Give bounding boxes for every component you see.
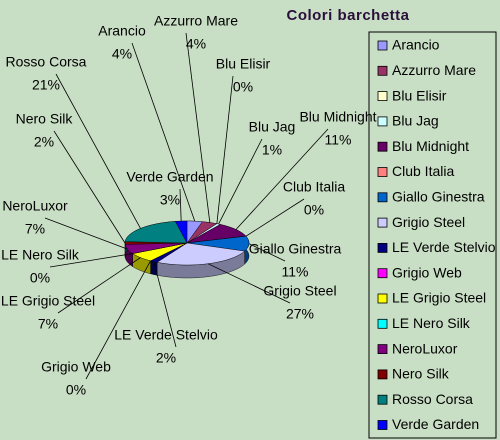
leader-line [44, 217, 128, 250]
leader-line [207, 263, 291, 304]
leader-line [185, 32, 211, 223]
data-label-name: LE Grigio Steel [1, 293, 95, 309]
legend-swatch [377, 40, 388, 51]
data-label-name: Rosso Corsa [6, 54, 87, 70]
pie-slice [175, 220, 188, 244]
legend-label: Blu Elisir [392, 87, 447, 103]
leader-line [218, 138, 263, 225]
data-label-value: 7% [25, 221, 45, 237]
data-label-name: Grigio Web [41, 359, 111, 375]
leader-line [216, 75, 234, 224]
legend-swatch [377, 242, 388, 253]
legend-label: NeroLuxor [392, 340, 458, 356]
legend-label: Nero Silk [392, 366, 450, 382]
legend-label: LE Verde Stelvio [392, 239, 496, 255]
legend-label: LE Nero Silk [392, 315, 471, 331]
data-label-name: Grigio Steel [263, 283, 336, 299]
legend-label: Blu Jag [392, 113, 439, 129]
data-label-value: 21% [32, 77, 60, 93]
legend-label: Azzurro Mare [392, 62, 476, 78]
legend-label: Arancio [392, 37, 440, 53]
legend-swatch [377, 420, 388, 430]
leader-line [55, 73, 141, 229]
legend-swatch [377, 217, 388, 228]
data-label-name: Nero Silk [16, 111, 74, 127]
data-label-name: LE Verde Stelvio [114, 327, 218, 343]
legend-label: Grigio Steel [392, 214, 465, 230]
data-label-value: 0% [304, 202, 324, 218]
data-label-value: 0% [30, 270, 50, 286]
data-label-name: NeroLuxor [2, 198, 68, 214]
data-label-value: 2% [34, 134, 54, 150]
data-label-value: 11% [282, 264, 309, 280]
legend-label: LE Grigio Steel [392, 290, 486, 306]
data-label-name: Verde Garden [126, 169, 213, 185]
legend-swatch [377, 369, 388, 380]
pie-slice [186, 221, 218, 244]
data-label-value: 4% [112, 46, 132, 62]
data-label-name: Blu Elisir [216, 56, 271, 72]
legend-swatch [377, 141, 388, 152]
leader-line [153, 261, 177, 348]
data-label-name: Blu Midnight [299, 109, 376, 125]
legend-swatch [377, 293, 388, 304]
legend-swatch [377, 65, 388, 76]
data-label-value: 4% [186, 36, 206, 52]
data-label-value: 0% [66, 382, 86, 398]
data-label-value: 7% [38, 316, 58, 332]
data-label-value: 1% [262, 142, 282, 158]
leader-line [248, 243, 286, 262]
data-label-value: 0% [233, 79, 253, 95]
pie-slice [132, 242, 188, 262]
legend-label: Verde Garden [392, 416, 479, 432]
legend-swatch [377, 192, 388, 203]
data-label-name: Club Italia [283, 179, 345, 195]
legend-label: Giallo Ginestra [392, 189, 485, 205]
data-label-value: 27% [286, 306, 314, 322]
leader-line [49, 253, 133, 268]
data-label-name: Azzurro Mare [154, 13, 238, 29]
data-label-name: LE Nero Silk [1, 247, 80, 263]
leader-line [53, 130, 126, 244]
leader-line [245, 198, 305, 237]
legend-swatch [377, 344, 388, 355]
leader-line [179, 188, 182, 222]
leader-line [57, 257, 141, 314]
legend-label: Grigio Web [392, 264, 462, 280]
chart-title: Colori barchetta [286, 7, 409, 24]
legend-label: Rosso Corsa [392, 391, 473, 407]
legend-swatch [377, 91, 388, 101]
data-label-name: Giallo Ginestra [249, 241, 342, 257]
legend-swatch [377, 116, 388, 127]
legend-label: Blu Midnight [392, 138, 469, 154]
leader-line [85, 260, 151, 380]
legend-swatch [377, 167, 388, 177]
legend-label: Club Italia [392, 163, 454, 179]
data-label-name: Arancio [98, 23, 146, 39]
leader-line [131, 42, 196, 222]
legend-swatch [377, 268, 388, 279]
legend-swatch [377, 318, 388, 329]
pie-slice [124, 242, 188, 254]
pie-slice [186, 235, 250, 252]
pie-slice [124, 221, 188, 244]
data-label-value: 11% [325, 132, 352, 148]
data-label-value: 3% [160, 192, 180, 208]
leader-line [235, 128, 329, 230]
legend-swatch [377, 394, 388, 405]
data-label-value: 2% [156, 350, 176, 366]
pie [124, 220, 250, 279]
data-label-name: Blu Jag [249, 119, 296, 135]
legend-box [368, 31, 497, 439]
